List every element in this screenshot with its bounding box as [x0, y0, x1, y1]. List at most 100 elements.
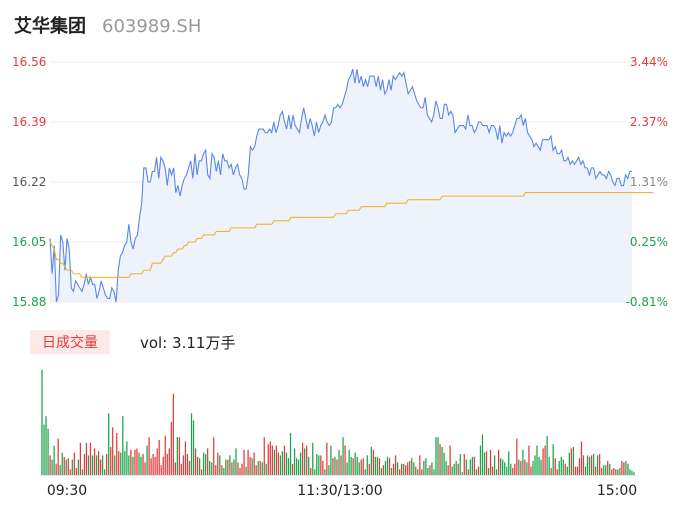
volume-bar — [586, 455, 589, 475]
volume-bar — [475, 469, 478, 475]
volume-bar — [132, 456, 134, 475]
volume-bar — [360, 459, 362, 475]
volume-bar — [609, 463, 611, 475]
volume-bar — [168, 448, 170, 475]
volume-bar — [158, 440, 160, 475]
volume-bar — [607, 461, 609, 475]
x-time-label: 11:30/13:00 — [297, 483, 382, 499]
volume-bar — [564, 463, 566, 475]
volume-bar — [190, 413, 193, 475]
volume-bar — [411, 458, 413, 475]
volume-bar — [611, 469, 613, 475]
volume-bar — [299, 452, 302, 475]
volume-bar — [314, 469, 316, 475]
volume-bar — [114, 455, 116, 475]
volume-bar — [261, 462, 263, 475]
volume-bar — [251, 458, 253, 475]
volume-bar — [259, 461, 261, 475]
volume-bar — [308, 456, 310, 475]
volume-bar — [247, 449, 249, 475]
volume-bar — [77, 459, 79, 475]
volume-bar — [101, 455, 104, 475]
volume-tab[interactable]: 日成交量 — [30, 330, 110, 354]
volume-bar — [431, 462, 433, 475]
volume-bar — [152, 454, 154, 475]
volume-bar — [421, 469, 423, 475]
volume-bar — [578, 458, 581, 475]
volume-bar — [178, 437, 181, 475]
volume-bar — [231, 462, 233, 475]
volume-bar — [443, 452, 445, 475]
volume-bar — [229, 455, 231, 475]
volume-bar — [615, 469, 617, 475]
volume-bar — [283, 445, 286, 475]
volume-bar — [588, 456, 591, 475]
volume-bar — [613, 468, 615, 475]
volume-bar — [392, 463, 395, 475]
volume-bar — [399, 469, 401, 475]
volume-bar — [623, 462, 625, 475]
volume-bar — [457, 463, 459, 475]
volume-bar — [227, 459, 229, 475]
volume-bar — [409, 461, 411, 475]
volume-bar — [211, 462, 213, 475]
volume-bar — [79, 442, 82, 475]
volume-bar — [522, 449, 524, 475]
volume-bar — [346, 462, 348, 475]
volume-bar — [461, 472, 463, 475]
volume-bar — [621, 461, 623, 475]
volume-bar — [425, 458, 427, 475]
volume-bar — [603, 465, 605, 475]
x-time-label: 15:00 — [597, 483, 637, 499]
volume-bar — [174, 462, 176, 475]
volume-bar — [396, 462, 399, 475]
volume-bar — [110, 447, 112, 475]
volume-bar — [49, 455, 51, 475]
volume-bars — [40, 370, 638, 476]
volume-bar — [405, 465, 407, 475]
volume-bar — [287, 458, 290, 475]
volume-bar — [150, 458, 152, 475]
y-left-label: 15.88 — [12, 295, 46, 309]
volume-bar — [495, 469, 498, 475]
volume-bar — [510, 463, 512, 475]
volume-bar — [498, 449, 500, 475]
volume-bar — [556, 469, 558, 475]
volume-bar — [459, 454, 461, 475]
volume-bar — [617, 469, 619, 475]
volume-bar — [344, 445, 346, 475]
volume-bar — [166, 454, 168, 475]
volume-bar — [384, 461, 387, 475]
volume-bar — [504, 462, 506, 475]
volume-bar — [130, 449, 132, 475]
volume-bar — [597, 455, 599, 475]
volume-bar — [108, 413, 110, 475]
volume-bar — [233, 459, 235, 475]
volume-bar — [45, 416, 47, 475]
volume-bar — [350, 456, 352, 475]
volume-bar — [160, 465, 162, 475]
volume-bar — [368, 463, 370, 475]
x-time-label: 09:30 — [47, 483, 87, 499]
volume-bar — [265, 463, 267, 475]
y-left-label: 16.22 — [12, 175, 46, 189]
volume-bar — [144, 462, 146, 475]
volume-bar — [196, 456, 199, 475]
volume-bar — [295, 458, 298, 475]
volume-bar — [423, 461, 425, 475]
volume-bar — [237, 462, 239, 475]
volume-bar — [95, 455, 98, 475]
volume-bar — [136, 448, 138, 475]
volume-bar — [538, 456, 540, 475]
volume-bar — [320, 455, 322, 475]
volume-bar — [57, 438, 59, 475]
volume-bar — [532, 461, 534, 475]
volume-bar — [83, 454, 86, 475]
volume-bar — [520, 461, 522, 475]
volume-bar — [374, 456, 376, 475]
volume-bar — [198, 458, 201, 475]
volume-bar — [289, 433, 292, 475]
volume-bar — [192, 420, 195, 475]
volume-bar — [550, 468, 552, 475]
volume-bar — [372, 449, 374, 475]
